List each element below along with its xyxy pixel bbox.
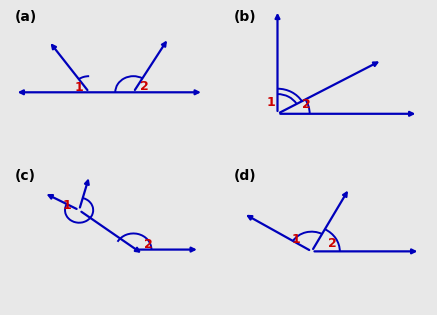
Text: 1: 1 bbox=[267, 96, 275, 109]
Text: (a): (a) bbox=[15, 10, 37, 24]
Text: (c): (c) bbox=[15, 169, 36, 183]
Text: 2: 2 bbox=[328, 237, 336, 250]
Text: 1: 1 bbox=[291, 233, 300, 246]
Text: (b): (b) bbox=[233, 10, 256, 24]
Text: 1: 1 bbox=[74, 81, 83, 94]
Text: 1: 1 bbox=[63, 199, 72, 212]
Text: 2: 2 bbox=[140, 80, 149, 93]
Text: 2: 2 bbox=[302, 98, 310, 111]
Text: 2: 2 bbox=[144, 238, 153, 251]
Text: (d): (d) bbox=[233, 169, 256, 183]
